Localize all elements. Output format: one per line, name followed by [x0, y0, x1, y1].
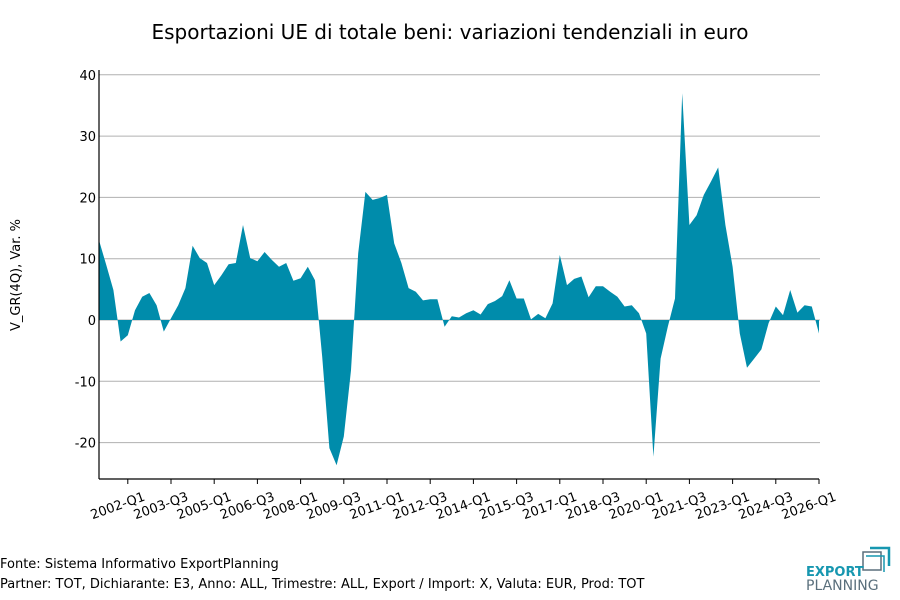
y-tick-label: 30	[79, 130, 96, 145]
axes	[98, 70, 819, 480]
filters-note: Partner: TOT, Dichiarante: E3, Anno: ALL…	[0, 577, 645, 592]
y-tick-label: 40	[79, 69, 96, 84]
y-axis-ticks: -20 -10 0 10 20 30 40	[75, 69, 96, 452]
y-tick-label: -10	[75, 375, 96, 390]
logo-text-export: EXPORT	[806, 565, 864, 580]
y-tick-label: -20	[75, 437, 96, 452]
area-chart: -20 -10 0 10 20 30 40 2002-Q12003-Q32005-Q1200…	[9, 69, 838, 523]
y-axis-label: V_GR(4Q), Var. %	[9, 219, 24, 331]
exportplanning-logo: EXPORT PLANNING	[800, 544, 900, 594]
x-axis-ticks: 2002-Q12003-Q32005-Q12006-Q32008-Q12009-…	[89, 479, 838, 523]
y-tick-label: 0	[88, 314, 96, 329]
area-series	[99, 93, 819, 466]
chart-title: Esportazioni UE di totale beni: variazio…	[151, 20, 749, 44]
source-note: Fonte: Sistema Informativo ExportPlannin…	[0, 557, 279, 572]
y-tick-label: 10	[79, 253, 96, 268]
logo-icon: EXPORT PLANNING	[806, 546, 891, 594]
logo-text-planning: PLANNING	[806, 578, 879, 594]
y-tick-label: 20	[79, 191, 96, 206]
